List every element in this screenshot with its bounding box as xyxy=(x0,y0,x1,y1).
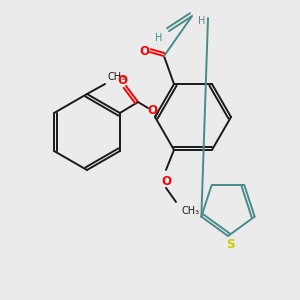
Text: O: O xyxy=(139,45,149,58)
Text: CH₃: CH₃ xyxy=(182,206,200,216)
Text: H: H xyxy=(155,33,163,43)
Text: CH₃: CH₃ xyxy=(107,72,125,82)
Text: O: O xyxy=(147,103,157,116)
Text: O: O xyxy=(117,74,127,86)
Text: O: O xyxy=(161,176,171,188)
Text: H: H xyxy=(198,16,206,26)
Text: S: S xyxy=(226,238,234,251)
